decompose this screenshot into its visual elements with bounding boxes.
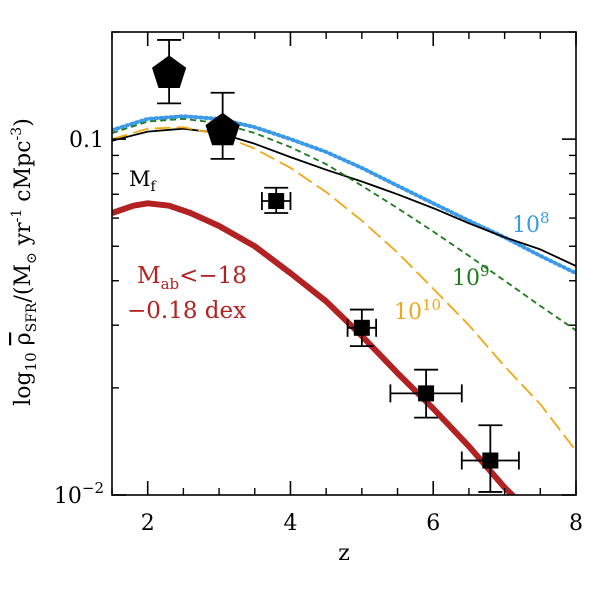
plot-frame: [111, 31, 577, 496]
data-point-4: [346, 308, 378, 348]
y-title-units-mid: yr: [11, 222, 36, 252]
data-point-3: [261, 186, 292, 214]
x-tick-label: 2: [141, 511, 155, 536]
y-tick-label: 10−2: [54, 479, 104, 509]
data-point-1: [152, 39, 187, 105]
model-curves: [112, 114, 576, 495]
x-axis-title: z: [338, 541, 350, 566]
square-marker: [268, 193, 285, 210]
y-tick-label: 0.1: [69, 128, 104, 153]
data-point-5: [389, 368, 463, 419]
y-title-rho: ρ: [11, 332, 36, 345]
x-tick-label: 8: [569, 511, 583, 536]
x-tick-label: 6: [426, 511, 440, 536]
y-title-rho-sub: SFR: [24, 302, 40, 332]
y-title-exp1: -1: [9, 209, 25, 223]
data-point-6: [460, 424, 520, 493]
data-point-2: [205, 91, 240, 160]
pentagon-marker: [205, 112, 240, 146]
annotation-mab-line1: Mab<−18: [137, 263, 247, 293]
annotation-10-8: 108: [512, 209, 550, 238]
annotation-mab-line2: −0.18 dex: [127, 298, 246, 324]
y-axis-title: log10 ρSFR/(M⊙ yr-1 cMpc-3): [9, 118, 40, 406]
square-marker: [418, 385, 435, 402]
annotation-mf: Mf: [129, 167, 158, 195]
curve-10-8: [112, 114, 576, 276]
y-title-exp3: -3: [9, 127, 25, 141]
square-marker: [353, 319, 370, 336]
x-tick-label: 4: [283, 511, 297, 536]
curve-10-10: [112, 126, 576, 452]
y-title-units-close: ): [11, 118, 36, 127]
y-title-sun: ⊙: [24, 252, 40, 264]
curve-mab: [112, 200, 517, 495]
annotation-10-9: 109: [452, 262, 490, 291]
axis-ticks: 2 4 6 8 0.1 10−2: [54, 31, 583, 536]
y-title-log: log: [11, 371, 36, 405]
curve-mf: [112, 127, 576, 267]
y-title-units-cmpc: cMpc: [11, 140, 36, 208]
pentagon-marker: [152, 55, 187, 88]
square-marker: [482, 452, 499, 469]
curve-10-9: [112, 118, 576, 332]
y-title-log-sub: 10: [22, 352, 40, 371]
annotation-10-10: 1010: [394, 296, 441, 325]
data-points: [152, 39, 520, 493]
y-title-units-open: /(M: [11, 264, 36, 303]
